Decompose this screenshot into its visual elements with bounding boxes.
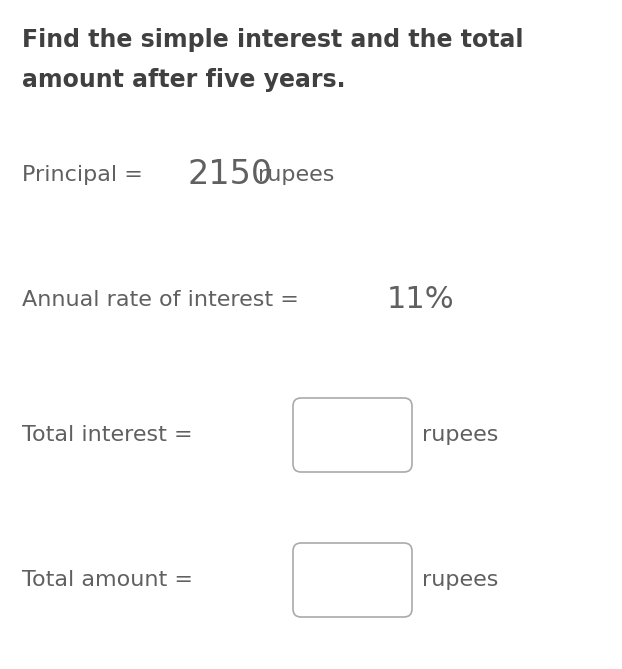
Text: amount after five years.: amount after five years. bbox=[22, 68, 345, 92]
Text: Total interest =: Total interest = bbox=[22, 425, 193, 445]
FancyBboxPatch shape bbox=[293, 398, 412, 472]
Text: rupees: rupees bbox=[258, 165, 335, 185]
Text: Principal =: Principal = bbox=[22, 165, 150, 185]
Text: Total amount =: Total amount = bbox=[22, 570, 193, 590]
Text: 2150: 2150 bbox=[188, 159, 273, 191]
Text: 11%: 11% bbox=[387, 286, 455, 314]
Text: rupees: rupees bbox=[422, 425, 498, 445]
Text: rupees: rupees bbox=[422, 570, 498, 590]
Text: Annual rate of interest =: Annual rate of interest = bbox=[22, 290, 306, 310]
Text: Find the simple interest and the total: Find the simple interest and the total bbox=[22, 28, 524, 52]
FancyBboxPatch shape bbox=[293, 543, 412, 617]
